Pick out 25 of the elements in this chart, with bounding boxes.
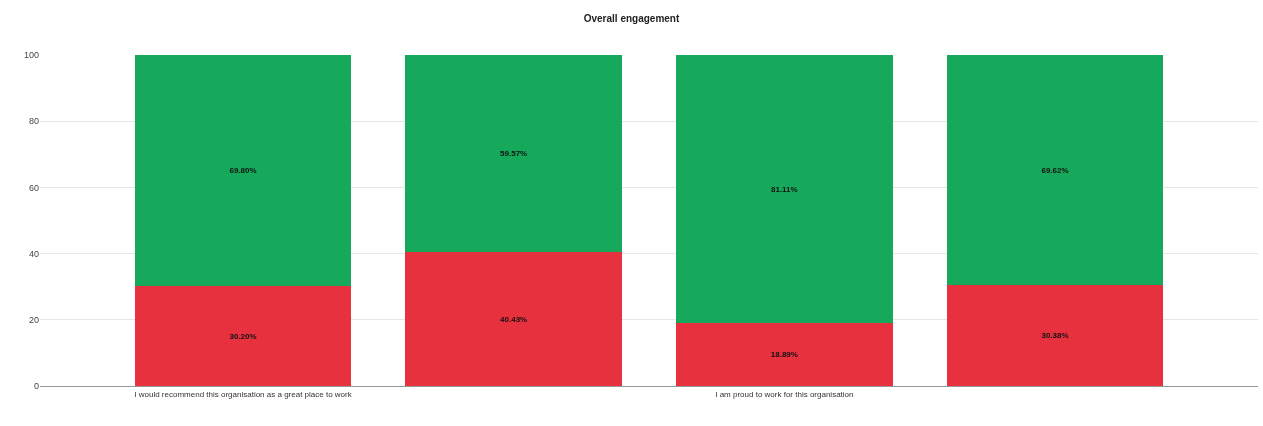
- y-tick-label: 20: [28, 314, 39, 325]
- y-tick-label: 80: [28, 116, 39, 127]
- bar: [134, 55, 352, 287]
- data-label: 69.80%: [229, 166, 257, 176]
- x-tick-label: I would recommend this organisation as a great place to work: [134, 389, 353, 399]
- x-tick-label: I am proud to work for this organisation: [715, 389, 854, 399]
- bar: [134, 286, 352, 386]
- data-label: 59.57%: [500, 149, 528, 159]
- bar: [405, 252, 622, 386]
- y-tick-label: 100: [23, 50, 39, 61]
- bar: [676, 55, 893, 324]
- y-tick-label: 60: [28, 182, 39, 193]
- chart-title: Overall engagement: [583, 12, 680, 24]
- bar: [946, 55, 1164, 286]
- data-label: 30.20%: [229, 331, 257, 341]
- y-tick-label: 0: [33, 381, 39, 392]
- bar: [676, 323, 893, 386]
- bar: [946, 285, 1164, 386]
- data-label: 18.89%: [770, 350, 798, 360]
- data-label: 69.62%: [1041, 165, 1069, 175]
- data-label: 30.38%: [1041, 331, 1069, 341]
- data-label: 81.11%: [770, 184, 798, 194]
- bar: [405, 55, 622, 253]
- data-label: 40.43%: [500, 314, 528, 324]
- y-tick-label: 40: [28, 248, 39, 259]
